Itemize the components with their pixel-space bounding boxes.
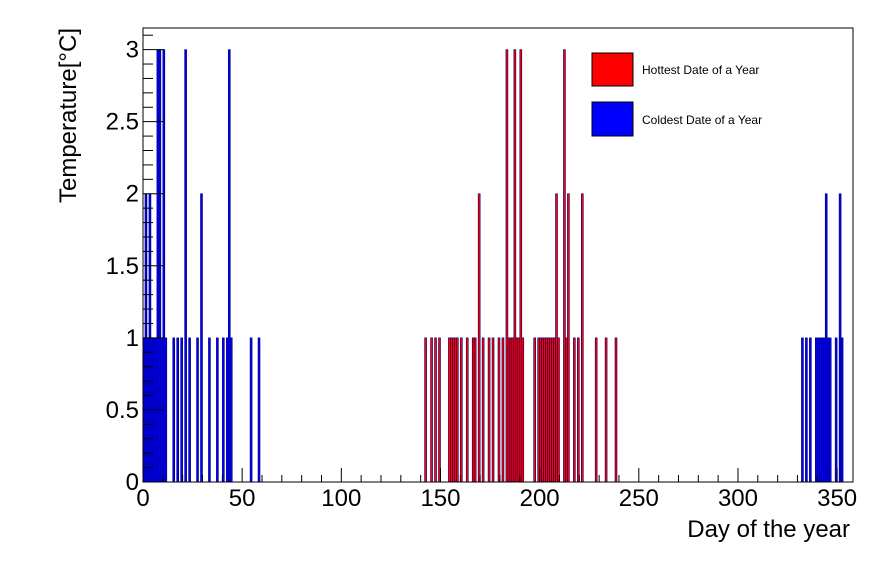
bar-coldest-day-23 (188, 337, 191, 483)
bar-hottest-day-214 (567, 193, 570, 483)
bar-hottest-day-186 (511, 337, 515, 483)
x-tick-label-100: 100 (321, 485, 361, 512)
bar-hottest-day-233 (604, 337, 608, 483)
bar-coldest-day-27 (196, 337, 199, 483)
bar-coldest-day-11 (164, 337, 168, 483)
legend-swatch-coldest (591, 101, 634, 137)
y-tick-label-0: 0 (126, 469, 139, 496)
y-tick-label-2: 2 (126, 181, 139, 208)
bar-coldest-day-29 (200, 193, 203, 483)
bar-coldest-day-44 (229, 337, 233, 483)
bar-coldest-day-349 (834, 337, 838, 483)
legend-swatch-hottest (591, 52, 634, 87)
bar-coldest-day-37 (216, 337, 219, 483)
bar-hottest-day-217 (573, 337, 576, 483)
bar-coldest-day-58 (257, 337, 261, 483)
bar-coldest-day-341 (818, 337, 822, 483)
x-tick-label-150: 150 (420, 485, 460, 512)
bar-hottest-day-219 (577, 337, 580, 483)
bar-hottest-day-179 (497, 337, 501, 483)
bar-hottest-day-202 (543, 337, 546, 483)
y-tick-label-0.5: 0.5 (106, 397, 139, 424)
bar-coldest-day-17 (176, 337, 180, 483)
x-tick-label-0: 0 (136, 485, 149, 512)
x-tick-label-250: 250 (619, 485, 659, 512)
tick-labels-layer: 0 50 100 150 200 250 300 350 0 0.5 1 1.5 2 2.5 3 (106, 37, 858, 512)
bar-hottest-day-221 (580, 193, 584, 483)
bar-hottest-day-209 (557, 337, 560, 483)
y-tick-label-2.5: 2.5 (106, 109, 139, 136)
bar-coldest-day-336 (809, 337, 812, 483)
bar-hottest-day-160 (460, 337, 463, 483)
bar-hottest-day-145 (430, 337, 433, 483)
x-axis-label: Day of the year (687, 516, 850, 543)
bar-hottest-day-238 (614, 337, 618, 483)
bar-hottest-day-205 (549, 337, 552, 483)
bar-hottest-day-176 (491, 337, 495, 483)
legend: Hottest Date of a Year Coldest Date of a… (591, 52, 762, 137)
bar-coldest-day-334 (805, 337, 808, 483)
bar-hottest-day-199 (537, 337, 540, 483)
bar-hottest-day-208 (555, 193, 558, 483)
y-tick-label-1: 1 (126, 325, 139, 352)
legend-label-hottest: Hottest Date of a Year (642, 63, 759, 77)
x-tick-label-200: 200 (520, 485, 560, 512)
bar-hottest-day-174 (487, 337, 491, 483)
bar-hottest-day-171 (481, 337, 485, 483)
bar-hottest-day-147 (434, 337, 437, 483)
x-tick-label-300: 300 (718, 485, 758, 512)
bar-hottest-day-228 (594, 337, 598, 483)
bar-hottest-day-181 (501, 337, 505, 483)
bar-coldest-day-344 (824, 193, 828, 483)
bar-coldest-day-40 (222, 337, 225, 483)
bar-hottest-day-189 (517, 337, 521, 483)
bar-coldest-day-352 (840, 337, 844, 483)
plot-frame (142, 27, 854, 483)
x-tick-label-50: 50 (229, 485, 256, 512)
y-tick-label-3: 3 (126, 37, 139, 64)
bar-hottest-day-169 (477, 193, 481, 483)
y-tick-label-1.5: 1.5 (106, 253, 139, 280)
bar-hottest-day-158 (456, 337, 459, 483)
bar-coldest-day-332 (801, 337, 804, 483)
ticks-layer (142, 34, 838, 483)
bar-coldest-day-21 (184, 49, 187, 483)
legend-label-coldest: Coldest Date of a Year (642, 113, 762, 127)
bar-coldest-day-54 (249, 337, 253, 483)
bar-hottest-day-167 (473, 337, 477, 483)
bar-coldest-day-346 (828, 337, 832, 483)
bar-hottest-day-183 (505, 49, 509, 483)
y-axis-label: Temperature[°C] (55, 28, 82, 203)
bar-coldest-day-15 (172, 337, 176, 483)
bar-coldest-day-33 (208, 337, 211, 483)
bar-hottest-day-197 (533, 337, 536, 483)
bar-hottest-day-155 (450, 337, 453, 483)
bar-hottest-day-149 (438, 337, 441, 483)
bar-coldest-day-19 (180, 337, 183, 483)
bar-hottest-day-142 (424, 337, 427, 483)
x-tick-label-350: 350 (817, 485, 857, 512)
bar-hottest-day-191 (521, 337, 525, 483)
bar-hottest-day-163 (465, 337, 469, 483)
